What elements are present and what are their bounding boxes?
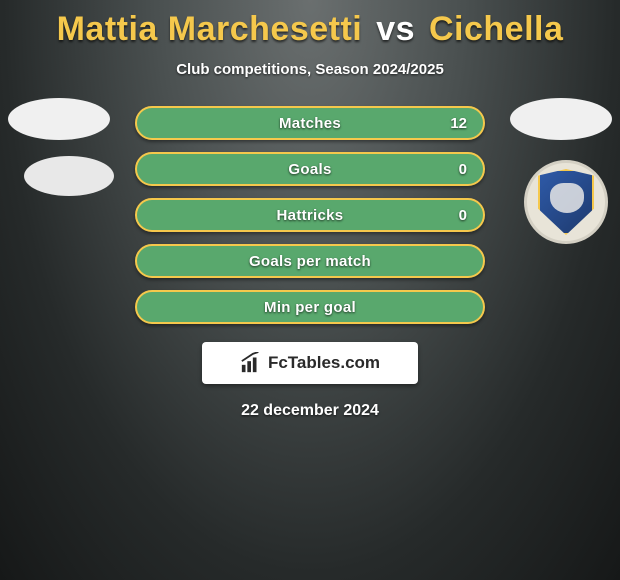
stat-bar: Hattricks 0 <box>135 198 485 232</box>
player1-secondary-avatar <box>24 156 114 196</box>
player1-name: Mattia Marchesetti <box>57 10 363 48</box>
player2-name: Cichella <box>429 10 563 48</box>
attribution-box: FcTables.com <box>202 342 418 384</box>
stat-bars: Matches 12 Goals 0 Hattricks 0 Goals per match… <box>135 106 485 324</box>
stat-label: Goals per match <box>249 253 371 270</box>
content-area: Matches 12 Goals 0 Hattricks 0 Goals per match… <box>0 106 620 420</box>
stat-label: Matches <box>279 115 341 132</box>
date-text: 22 december 2024 <box>0 402 620 420</box>
subtitle: Club competitions, Season 2024/2025 <box>176 61 444 78</box>
stat-value: 0 <box>459 161 467 178</box>
stat-bar: Matches 12 <box>135 106 485 140</box>
page-title: Mattia Marchesetti vs Cichella <box>57 10 564 49</box>
stat-label: Goals <box>288 161 331 178</box>
player2-club-badge <box>524 160 608 244</box>
player2-avatar <box>510 98 612 140</box>
stat-bar: Goals 0 <box>135 152 485 186</box>
stat-label: Hattricks <box>277 207 344 224</box>
comparison-card: Mattia Marchesetti vs Cichella Club comp… <box>0 0 620 580</box>
stat-label: Min per goal <box>264 299 356 316</box>
stat-value: 0 <box>459 207 467 224</box>
stat-bar: Min per goal <box>135 290 485 324</box>
player1-avatar <box>8 98 110 140</box>
vs-label: vs <box>376 10 415 48</box>
stat-bar: Goals per match <box>135 244 485 278</box>
shield-icon <box>538 169 594 235</box>
stat-value: 12 <box>450 115 467 132</box>
bar-chart-icon <box>240 352 262 374</box>
attribution-text: FcTables.com <box>268 353 380 373</box>
